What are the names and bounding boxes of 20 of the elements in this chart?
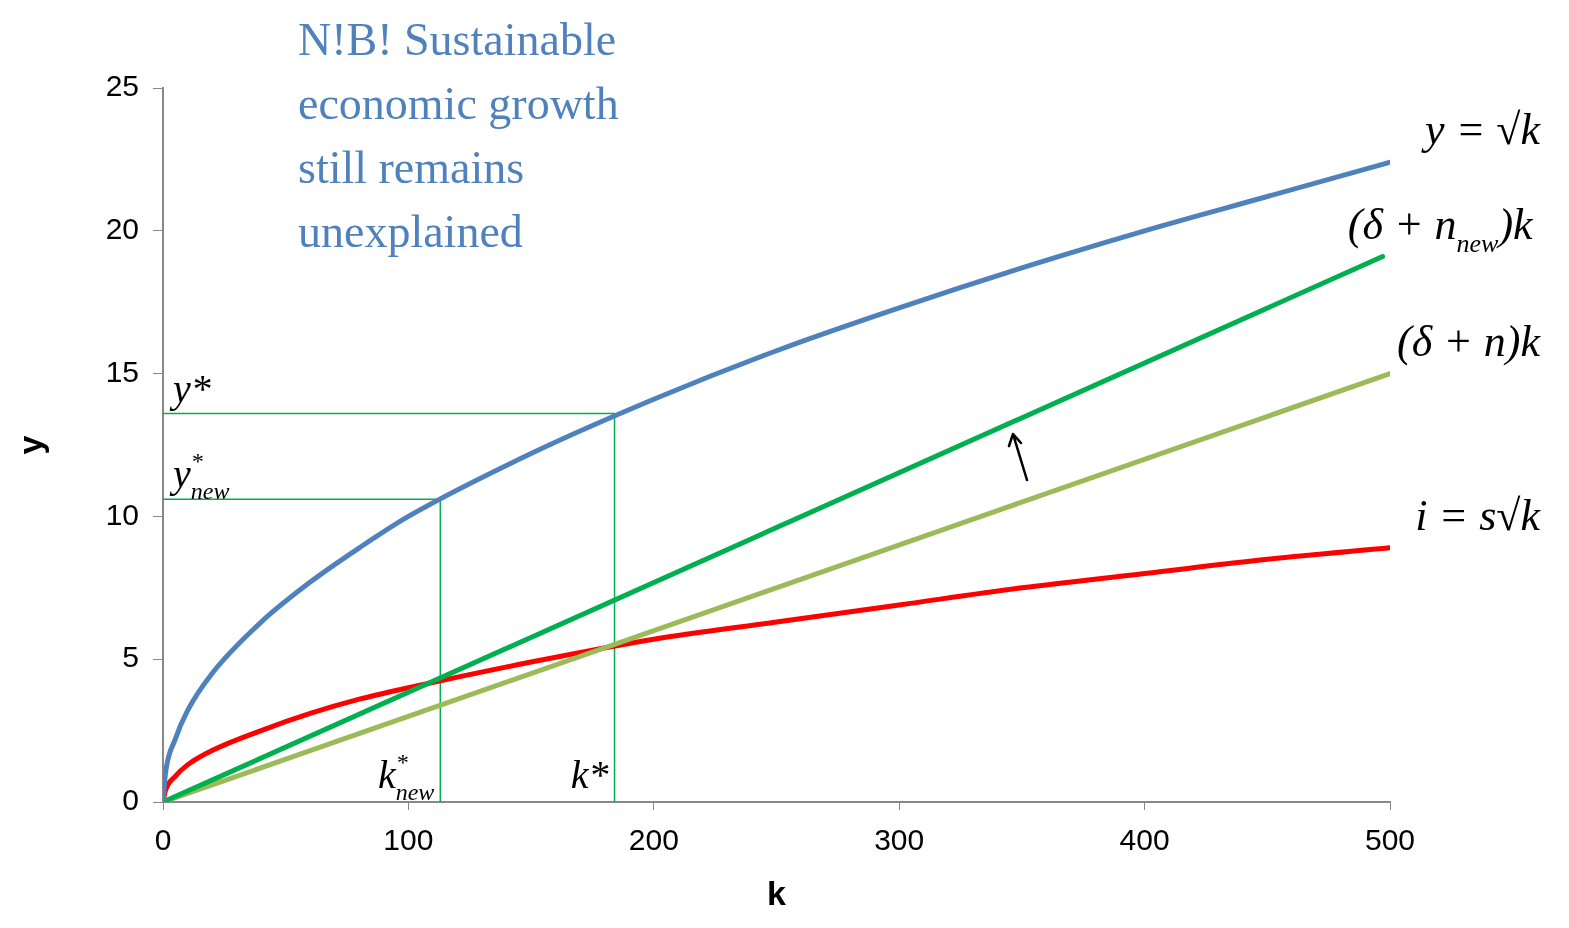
y-tick-label: 20 (105, 212, 139, 246)
x-tick-label: 0 (154, 823, 172, 857)
y-tick-label: 0 (122, 783, 139, 817)
series-label: (δ + n)k (1397, 316, 1542, 366)
y-tick-label: 5 (122, 640, 139, 674)
series-label: y = √k (1421, 105, 1542, 155)
annotation: k* (570, 752, 609, 797)
y-tick-label: 10 (105, 497, 139, 531)
x-tick-label: 300 (874, 823, 925, 857)
y-tick-label: 15 (105, 354, 139, 388)
y-axis-title: y (10, 435, 49, 455)
x-tick-label: 100 (383, 823, 434, 857)
annotation: y* (169, 365, 211, 411)
x-tick-label: 400 (1119, 823, 1170, 857)
series-label: i = s√k (1415, 490, 1542, 540)
y-tick-label: 25 (105, 69, 139, 103)
text: N!B! Sustainable economic growth still remains unexplained (298, 13, 620, 259)
x-tick-label: 500 (1364, 823, 1416, 857)
x-axis-title: k (767, 873, 787, 912)
x-tick-label: 200 (628, 823, 679, 857)
